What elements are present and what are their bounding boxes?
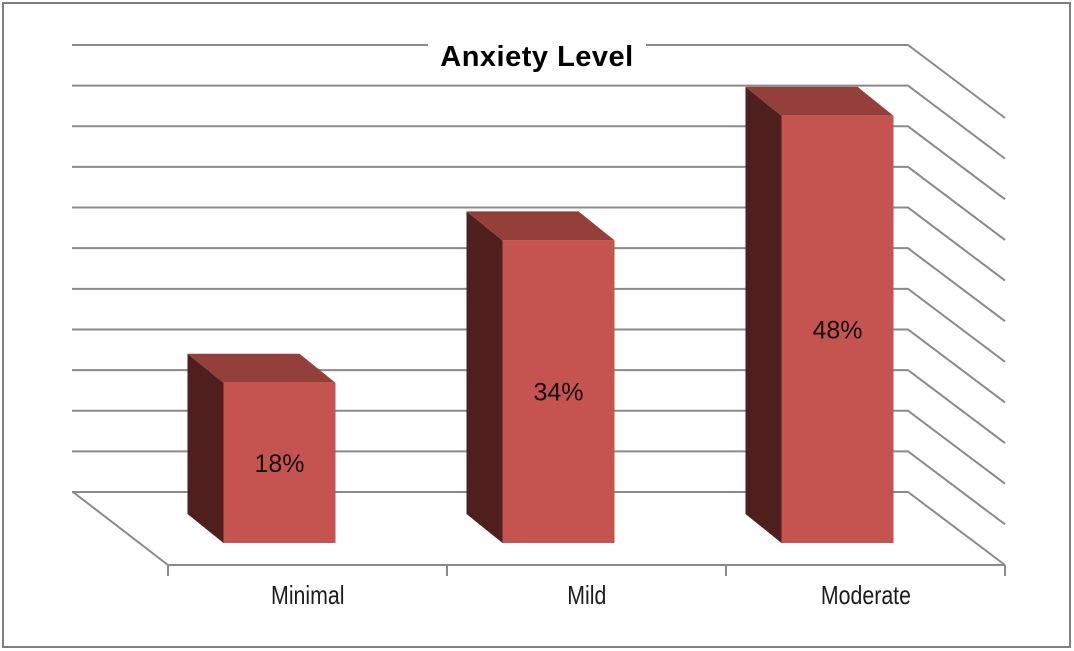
gridline: [72, 206, 1006, 282]
bar-moderate-front-face: [781, 115, 894, 544]
category-label-minimal: Minimal: [198, 580, 418, 610]
floor-edge-line: [72, 491, 169, 566]
chart-title-text: Anxiety Level: [428, 38, 646, 76]
gridline: [72, 44, 1006, 119]
gridline: [72, 369, 1006, 444]
category-label-moderate: Moderate: [756, 580, 976, 610]
category-label-text: Minimal: [270, 580, 345, 610]
gridline: [72, 165, 1006, 241]
category-label-mild: Mild: [477, 580, 697, 610]
gridline: [72, 450, 1006, 526]
bar-mild-top-face: [466, 211, 615, 241]
bar-moderate-top-face: [745, 86, 894, 116]
gridline: [72, 287, 1006, 363]
gridline: [72, 247, 1006, 322]
gridline: [72, 409, 1006, 485]
chart-title: Anxiety Level: [0, 38, 1074, 76]
gridline: [72, 328, 1006, 404]
bar-mild-front-face: [502, 240, 615, 543]
bar-minimal-front-face: [223, 382, 336, 543]
bar-mild-side-face: [466, 211, 503, 543]
bar-minimal-side-face: [187, 353, 224, 543]
bar-minimal-top-face: [187, 353, 336, 383]
data-label: 34%: [533, 379, 583, 407]
gridline: [72, 84, 1006, 160]
bar-moderate-side-face: [745, 86, 782, 544]
gridline: [72, 125, 1006, 201]
data-label: 48%: [812, 316, 862, 344]
category-label-text: Moderate: [820, 580, 911, 610]
category-label-text: Mild: [566, 580, 607, 610]
gridline: [72, 491, 1006, 566]
data-label: 18%: [254, 450, 304, 478]
